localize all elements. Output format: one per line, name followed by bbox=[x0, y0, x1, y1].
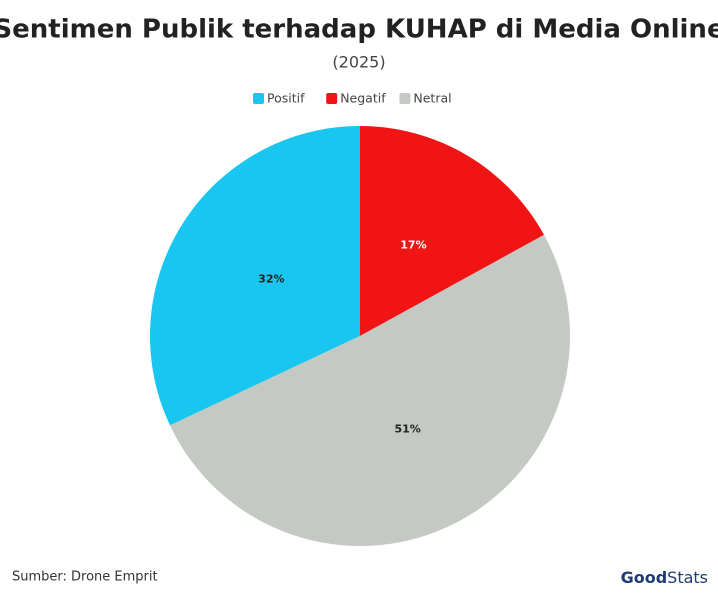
legend: Positif Negatif Netral bbox=[253, 91, 452, 106]
legend-swatch bbox=[253, 93, 264, 104]
data-label: 17% bbox=[400, 239, 426, 252]
data-label: 32% bbox=[258, 273, 284, 286]
chart-title: Sentimen Publik terhadap KUHAP di Media … bbox=[0, 15, 718, 45]
legend-label: Negatif bbox=[340, 91, 386, 106]
pie-slice bbox=[169, 234, 570, 546]
pie: 32% 17% 51% bbox=[149, 126, 570, 546]
chart-subtitle: (2025) bbox=[332, 53, 385, 72]
logo-right: Stats bbox=[667, 568, 708, 587]
legend-label: Positif bbox=[267, 91, 305, 106]
data-label: 51% bbox=[394, 423, 420, 436]
logo-left: Good bbox=[621, 568, 668, 587]
legend-swatch bbox=[399, 93, 411, 104]
legend-swatch bbox=[326, 93, 338, 104]
source: Sumber: Drone Emprit bbox=[12, 570, 158, 585]
pie-slice bbox=[149, 126, 360, 426]
pie-slice bbox=[360, 126, 545, 336]
logo: GoodStats bbox=[621, 568, 708, 587]
legend-label: Netral bbox=[413, 91, 451, 106]
